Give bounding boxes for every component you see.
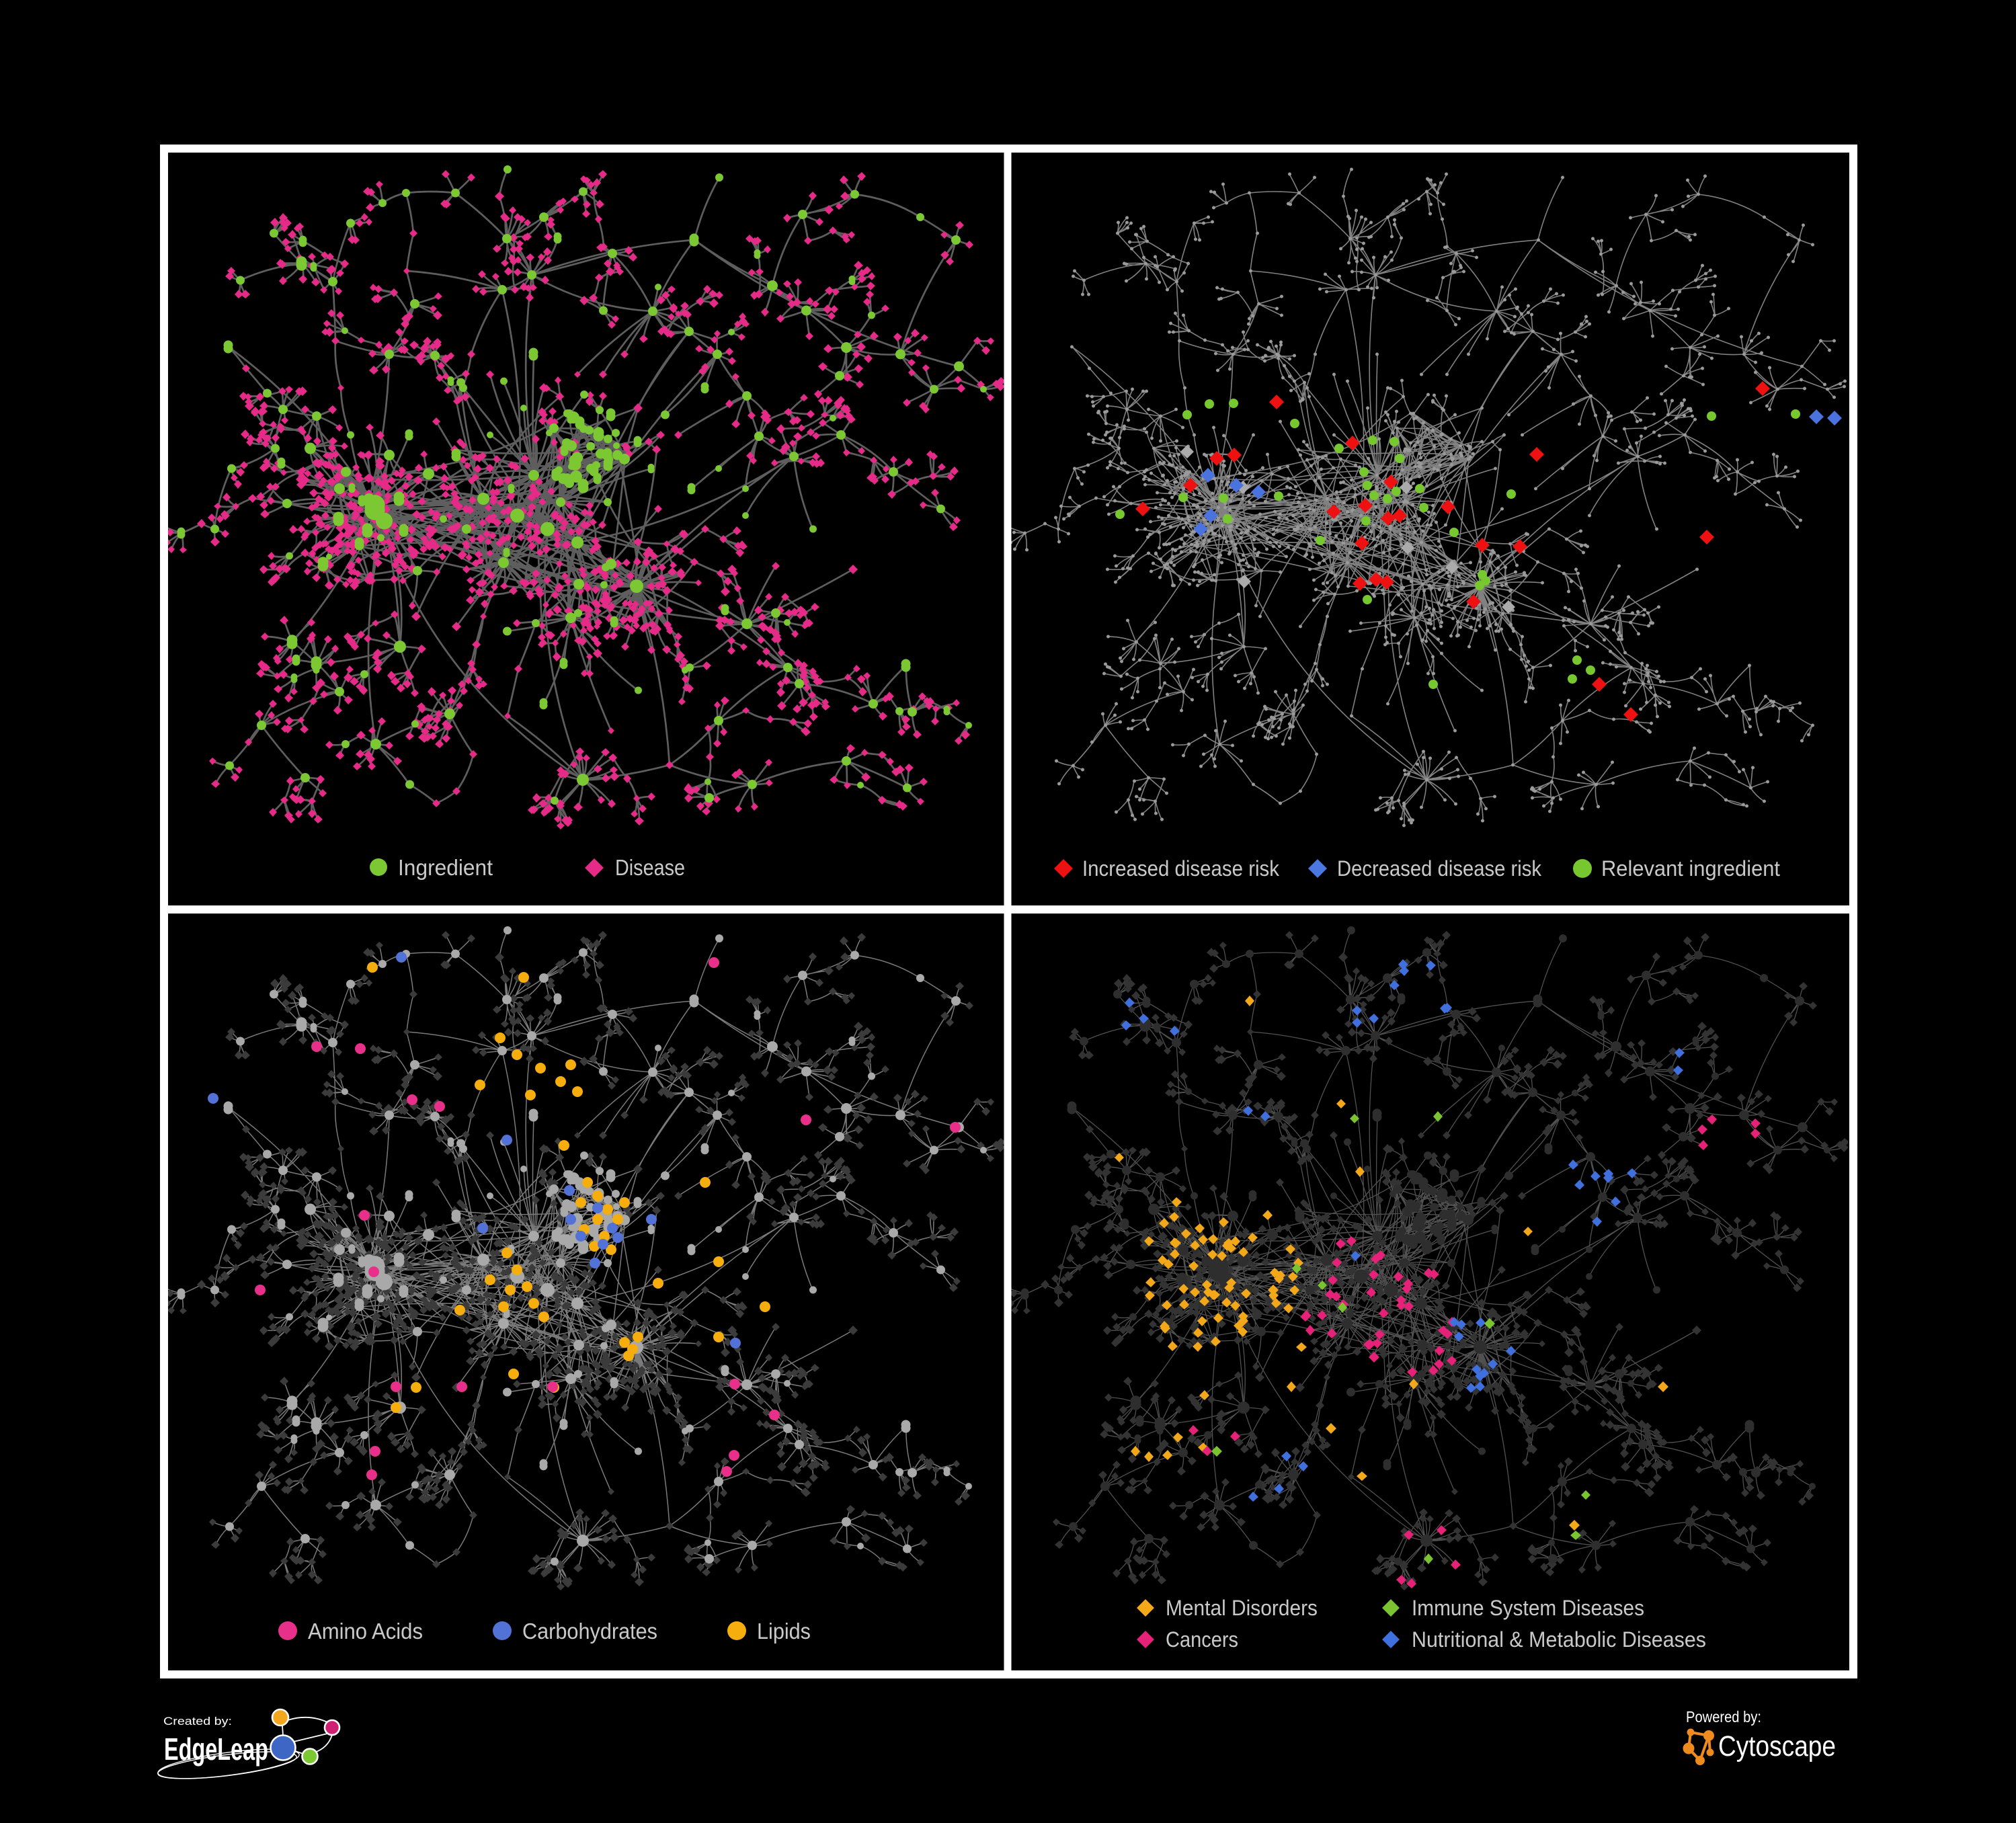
svg-text:Powered by:: Powered by: (1686, 1708, 1761, 1726)
svg-text:Decreased disease risk: Decreased disease risk (1337, 856, 1542, 881)
svg-text:Immune System Diseases: Immune System Diseases (1412, 1596, 1644, 1620)
svg-text:Lipids: Lipids (757, 1619, 811, 1644)
svg-text:Created by:: Created by: (163, 1715, 232, 1728)
svg-text:EdgeLeap: EdgeLeap (164, 1732, 268, 1767)
svg-text:Cytoscape: Cytoscape (1718, 1730, 1836, 1763)
svg-text:Nutritional & Metabolic Diseas: Nutritional & Metabolic Diseases (1412, 1627, 1706, 1652)
svg-text:Mental Disorders: Mental Disorders (1166, 1596, 1318, 1620)
svg-text:Cancers: Cancers (1166, 1627, 1238, 1652)
svg-text:Disease: Disease (615, 855, 685, 880)
svg-text:Relevant ingredient: Relevant ingredient (1601, 856, 1780, 881)
svg-text:Ingredient: Ingredient (398, 855, 493, 880)
svg-text:Amino Acids: Amino Acids (308, 1619, 423, 1644)
svg-text:Carbohydrates: Carbohydrates (522, 1619, 657, 1644)
svg-text:Increased disease risk: Increased disease risk (1082, 856, 1280, 881)
